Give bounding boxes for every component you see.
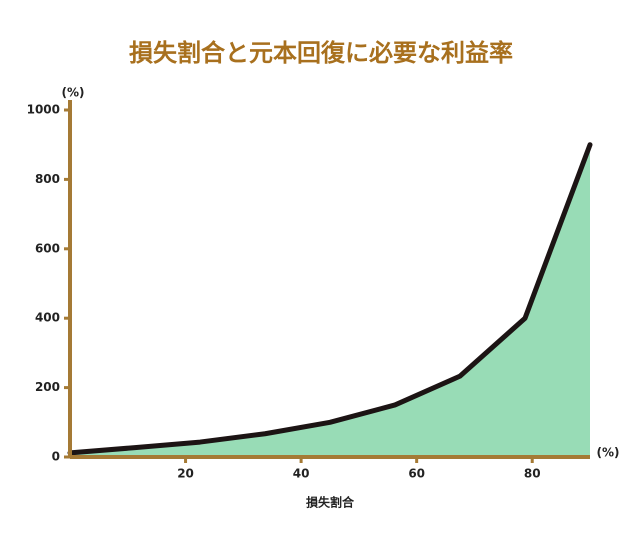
y-unit: (%) (62, 86, 85, 100)
x-tick-label: 40 (293, 467, 310, 481)
x-tick-label: 80 (524, 467, 541, 481)
x-tick-label: 60 (408, 467, 425, 481)
area-line (67, 142, 593, 456)
chart-title: 損失割合と元本回復に必要な利益率 (129, 39, 513, 67)
x-tick-label: 20 (177, 467, 194, 481)
area-fill (70, 144, 590, 457)
y-tick-label: 200 (35, 380, 60, 394)
y-tick-label: 600 (35, 241, 60, 255)
y-tick-label: 800 (35, 172, 60, 186)
y-tick-label: 0 (52, 450, 60, 464)
x-axis-title: 損失割合 (306, 495, 355, 510)
y-tick-label: 1000 (27, 103, 60, 117)
y-tick-label: 400 (35, 311, 60, 325)
x-unit: (%) (597, 446, 620, 460)
